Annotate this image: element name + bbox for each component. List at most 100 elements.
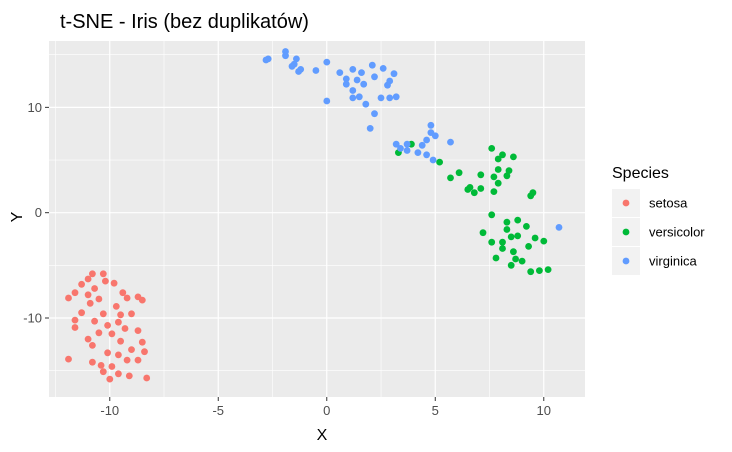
point-virginica	[429, 156, 437, 164]
point-setosa	[84, 275, 92, 283]
point-versicolor	[494, 166, 502, 173]
point-virginica	[360, 80, 368, 88]
point-setosa	[78, 309, 85, 317]
point-versicolor	[507, 233, 515, 241]
x-axis: -10 -5 0 5 10	[100, 397, 551, 418]
point-setosa	[86, 299, 94, 307]
point-virginica	[288, 62, 296, 70]
point-virginica	[390, 70, 398, 78]
x-tick-label: -5	[212, 403, 224, 418]
legend-key-dot	[622, 228, 630, 236]
point-virginica	[403, 140, 411, 148]
point-setosa	[134, 327, 142, 334]
point-setosa	[112, 303, 120, 310]
point-virginica	[336, 69, 344, 76]
point-versicolor	[494, 155, 502, 163]
legend-key-dot	[622, 257, 630, 265]
point-virginica	[423, 151, 430, 159]
point-setosa	[108, 363, 116, 370]
point-versicolor	[503, 218, 511, 226]
point-setosa	[141, 348, 148, 356]
point-versicolor	[477, 185, 485, 192]
point-setosa	[119, 289, 127, 297]
point-setosa	[71, 324, 79, 331]
point-versicolor	[492, 254, 500, 262]
point-setosa	[89, 358, 96, 366]
point-versicolor	[544, 266, 552, 273]
point-setosa	[102, 277, 109, 285]
point-versicolor	[447, 174, 454, 182]
point-setosa	[115, 351, 122, 359]
point-versicolor	[527, 192, 535, 200]
legend: Species setosa versicolor virginica	[612, 165, 705, 275]
point-virginica	[342, 80, 350, 88]
point-setosa	[104, 349, 111, 357]
point-versicolor	[455, 169, 463, 177]
point-virginica	[427, 121, 435, 129]
y-tick-label: 0	[35, 205, 42, 220]
point-versicolor	[514, 232, 522, 240]
point-setosa	[91, 285, 98, 292]
point-virginica	[358, 69, 365, 76]
point-setosa	[138, 296, 146, 304]
plot-panel	[49, 41, 585, 397]
point-versicolor	[494, 179, 502, 187]
point-versicolor	[503, 226, 511, 233]
point-setosa	[71, 316, 79, 324]
point-versicolor	[507, 261, 515, 269]
point-setosa	[99, 310, 107, 318]
x-axis-title: X	[317, 427, 328, 444]
point-setosa	[99, 368, 107, 376]
data-points	[65, 48, 563, 383]
point-virginica	[323, 97, 331, 105]
point-versicolor	[512, 255, 519, 263]
point-setosa	[128, 310, 135, 318]
point-versicolor	[499, 151, 506, 159]
point-versicolor	[523, 223, 530, 230]
point-virginica	[323, 58, 331, 66]
point-virginica	[368, 61, 376, 69]
point-versicolor	[436, 158, 443, 166]
point-versicolor	[477, 171, 485, 179]
point-virginica	[366, 124, 374, 132]
point-setosa	[115, 318, 122, 326]
point-versicolor	[540, 237, 548, 245]
point-virginica	[349, 87, 357, 94]
point-setosa	[99, 270, 107, 278]
point-versicolor	[499, 245, 506, 252]
point-setosa	[65, 294, 72, 302]
point-virginica	[293, 55, 300, 63]
point-versicolor	[499, 238, 506, 246]
point-virginica	[377, 94, 385, 102]
point-setosa	[91, 317, 98, 325]
point-virginica	[355, 93, 363, 101]
y-tick-label: 10	[28, 100, 42, 115]
point-virginica	[386, 94, 394, 102]
point-virginica	[282, 52, 289, 60]
legend-label-setosa: setosa	[649, 196, 688, 211]
point-virginica	[397, 145, 404, 152]
point-virginica	[555, 224, 563, 231]
point-setosa	[84, 335, 92, 343]
point-versicolor	[490, 173, 498, 181]
x-tick-label: 10	[537, 403, 551, 418]
x-tick-label: 5	[432, 403, 439, 418]
point-setosa	[138, 338, 146, 346]
point-setosa	[134, 356, 142, 364]
point-virginica	[371, 110, 378, 118]
point-versicolor	[518, 257, 526, 265]
legend-title: Species	[612, 165, 669, 182]
point-setosa	[123, 356, 131, 364]
x-tick-label: -10	[100, 403, 119, 418]
point-setosa	[84, 291, 92, 299]
point-virginica	[349, 66, 357, 73]
point-versicolor	[505, 167, 513, 175]
grid-minor	[49, 41, 585, 397]
point-virginica	[371, 73, 378, 81]
point-setosa	[95, 295, 103, 303]
point-virginica	[392, 140, 400, 148]
point-setosa	[89, 342, 96, 349]
point-virginica	[312, 67, 320, 74]
point-versicolor	[490, 188, 498, 196]
point-virginica	[423, 136, 430, 144]
